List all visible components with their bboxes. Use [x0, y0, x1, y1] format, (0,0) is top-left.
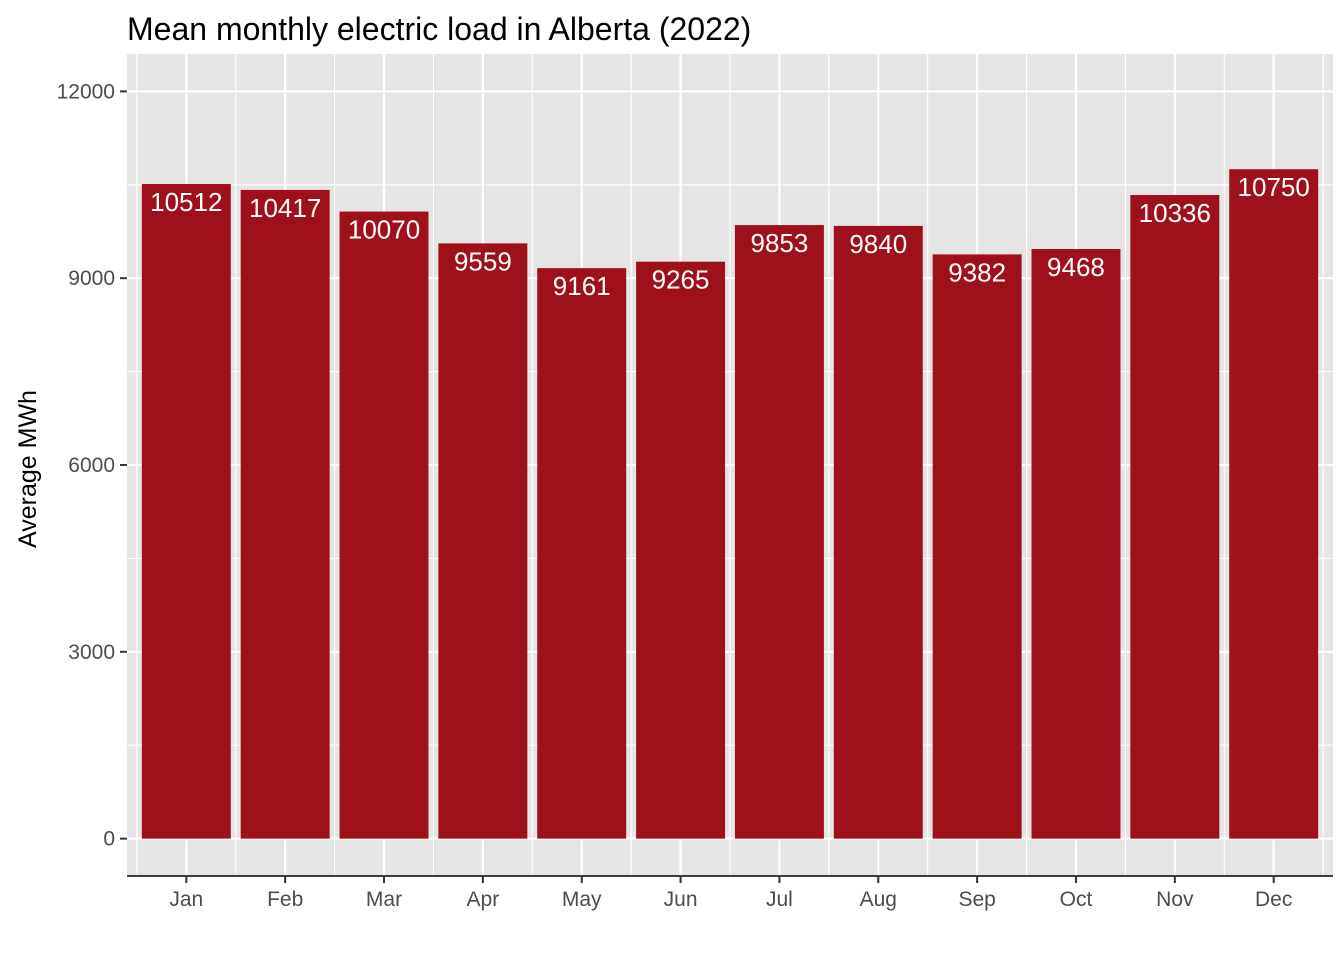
bar-label-feb: 10417: [249, 193, 321, 223]
bar-label-dec: 10750: [1238, 172, 1310, 202]
bar-sep: [932, 254, 1022, 839]
y-tick-label: 9000: [68, 267, 115, 290]
bar-dec: [1229, 169, 1319, 839]
chart-title: Mean monthly electric load in Alberta (2…: [127, 11, 751, 47]
bar-label-jan: 10512: [150, 187, 222, 217]
x-axis: Jan Feb Mar Apr May Jun Jul Aug Sep Oct Nov Dec: [127, 875, 1333, 911]
bar-label-may: 9161: [553, 271, 611, 301]
bar-labels: 10512 10417 10070 9559 9161 9265 9853 9840 9382 9…: [150, 172, 1310, 301]
x-tick-label-may: May: [562, 888, 602, 911]
bar-nov: [1130, 194, 1220, 839]
bar-label-mar: 10070: [348, 215, 420, 245]
bar-label-oct: 9468: [1047, 252, 1105, 282]
x-tick-label-mar: Mar: [366, 888, 402, 911]
x-tick-label-jul: Jul: [766, 888, 793, 911]
bar-aug: [833, 225, 923, 839]
x-tick-label-sep: Sep: [958, 888, 995, 911]
bar-jun: [636, 261, 726, 839]
x-tick-label-apr: Apr: [467, 888, 500, 911]
bar-jul: [734, 225, 824, 839]
x-tick-label-aug: Aug: [860, 888, 897, 911]
bar-label-nov: 10336: [1139, 198, 1211, 228]
bars: [141, 169, 1319, 839]
y-tick-label: 0: [103, 828, 115, 851]
x-tick-label-jan: Jan: [169, 888, 203, 911]
y-tick-label: 6000: [68, 454, 115, 477]
bar-apr: [438, 243, 528, 839]
bar-feb: [240, 189, 330, 839]
x-tick-label-feb: Feb: [267, 888, 303, 911]
y-tick-label: 3000: [68, 641, 115, 664]
bar-oct: [1031, 249, 1121, 839]
x-tick-label-nov: Nov: [1156, 888, 1194, 911]
y-tick-label: 12000: [57, 80, 115, 103]
x-tick-label-jun: Jun: [664, 888, 698, 911]
bar-jan: [141, 184, 231, 839]
y-axis-label: Average MWh: [14, 390, 42, 548]
bar-mar: [339, 211, 429, 839]
bar-label-sep: 9382: [948, 257, 1006, 287]
x-tick-label-dec: Dec: [1255, 888, 1292, 911]
x-tick-label-oct: Oct: [1060, 888, 1093, 911]
bar-label-jul: 9853: [751, 228, 809, 258]
bar-label-apr: 9559: [454, 246, 512, 276]
y-axis: 0 3000 6000 9000 12000: [57, 80, 127, 851]
bar-may: [537, 268, 627, 839]
bar-label-aug: 9840: [849, 229, 907, 259]
bar-label-jun: 9265: [652, 265, 710, 295]
